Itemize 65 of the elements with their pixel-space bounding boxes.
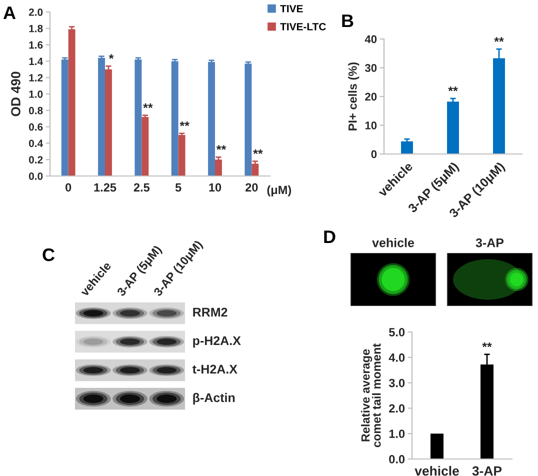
- y-tick-label: 1.4: [29, 58, 43, 65]
- y-tick-label: 40: [364, 35, 377, 44]
- y-tick-label: 5.0: [389, 328, 405, 336]
- bar: [447, 102, 459, 154]
- y-axis-title: OD 490: [11, 72, 20, 116]
- text: t-H2A.X: [192, 364, 238, 374]
- x-tick-label: 5: [175, 183, 182, 192]
- y-tick-label: 1.2: [29, 74, 43, 82]
- y-tick-label: 0.0: [389, 455, 405, 464]
- y-axis-title: PI+ cells (%): [348, 62, 360, 130]
- y-tick-label: 30: [364, 64, 377, 72]
- bar: [134, 60, 142, 176]
- y-tick-label: 2.0: [28, 8, 43, 16]
- x-tick-label: 1.25: [94, 183, 116, 192]
- legend-label: TIVE: [280, 5, 303, 12]
- text: D: [324, 230, 336, 243]
- bar: [244, 64, 252, 176]
- x-tick-label: 10: [209, 183, 222, 192]
- category-label: 3-AP: [476, 238, 504, 248]
- bar: [178, 135, 186, 176]
- annotation: **: [253, 149, 263, 154]
- text: β-Actin: [193, 392, 235, 405]
- y-tick-label: 0.6: [28, 123, 43, 131]
- text: p-H2A.X: [193, 336, 241, 348]
- bar: [171, 61, 178, 176]
- annotation: **: [143, 103, 153, 108]
- bar: [142, 116, 149, 176]
- category-label: vehicle: [372, 238, 414, 248]
- text: C: [42, 248, 55, 262]
- y-axis-title: Relative average comet tail moment: [361, 343, 381, 448]
- bar: [208, 62, 215, 176]
- bar: [98, 58, 105, 176]
- annotation: **: [180, 121, 190, 126]
- x-tick-label: 20: [246, 183, 258, 192]
- y-tick-label: 3.0: [388, 378, 405, 388]
- y-tick-label: 2.0: [389, 404, 405, 413]
- bar: [215, 160, 222, 176]
- text: RRM2: [193, 308, 228, 316]
- y-tick-label: 1.8: [29, 24, 43, 32]
- y-tick-label: 0.8: [28, 106, 43, 114]
- annotation: **: [448, 86, 458, 92]
- x-tick-label: 2.5: [134, 183, 150, 192]
- bar: [68, 29, 76, 176]
- bar: [61, 60, 68, 176]
- chart-title: B: [342, 14, 354, 27]
- y-tick-label: 20: [365, 92, 377, 101]
- y-tick-label: 1.0: [29, 90, 43, 98]
- annotation: *: [108, 54, 114, 59]
- legend-label: TIVE-LTC: [280, 23, 326, 30]
- x-axis-title: (μM): [267, 185, 292, 196]
- annotation: **: [494, 37, 504, 42]
- annotation: **: [482, 342, 492, 348]
- chart-title: A: [3, 6, 16, 19]
- y-tick-label: 10: [365, 122, 377, 130]
- y-tick-label: 1.0: [389, 430, 405, 438]
- y-tick-label: 0.0: [28, 172, 43, 180]
- bar: [401, 141, 413, 154]
- annotation: **: [216, 145, 226, 150]
- y-tick-label: 4.0: [388, 353, 405, 362]
- x-tick-label: 0: [66, 183, 72, 192]
- y-tick-label: 0: [371, 150, 377, 158]
- y-tick-label: 0.2: [28, 156, 43, 164]
- bar: [105, 69, 112, 176]
- y-tick-label: 1.6: [29, 41, 43, 49]
- y-tick-label: 0.4: [28, 140, 43, 148]
